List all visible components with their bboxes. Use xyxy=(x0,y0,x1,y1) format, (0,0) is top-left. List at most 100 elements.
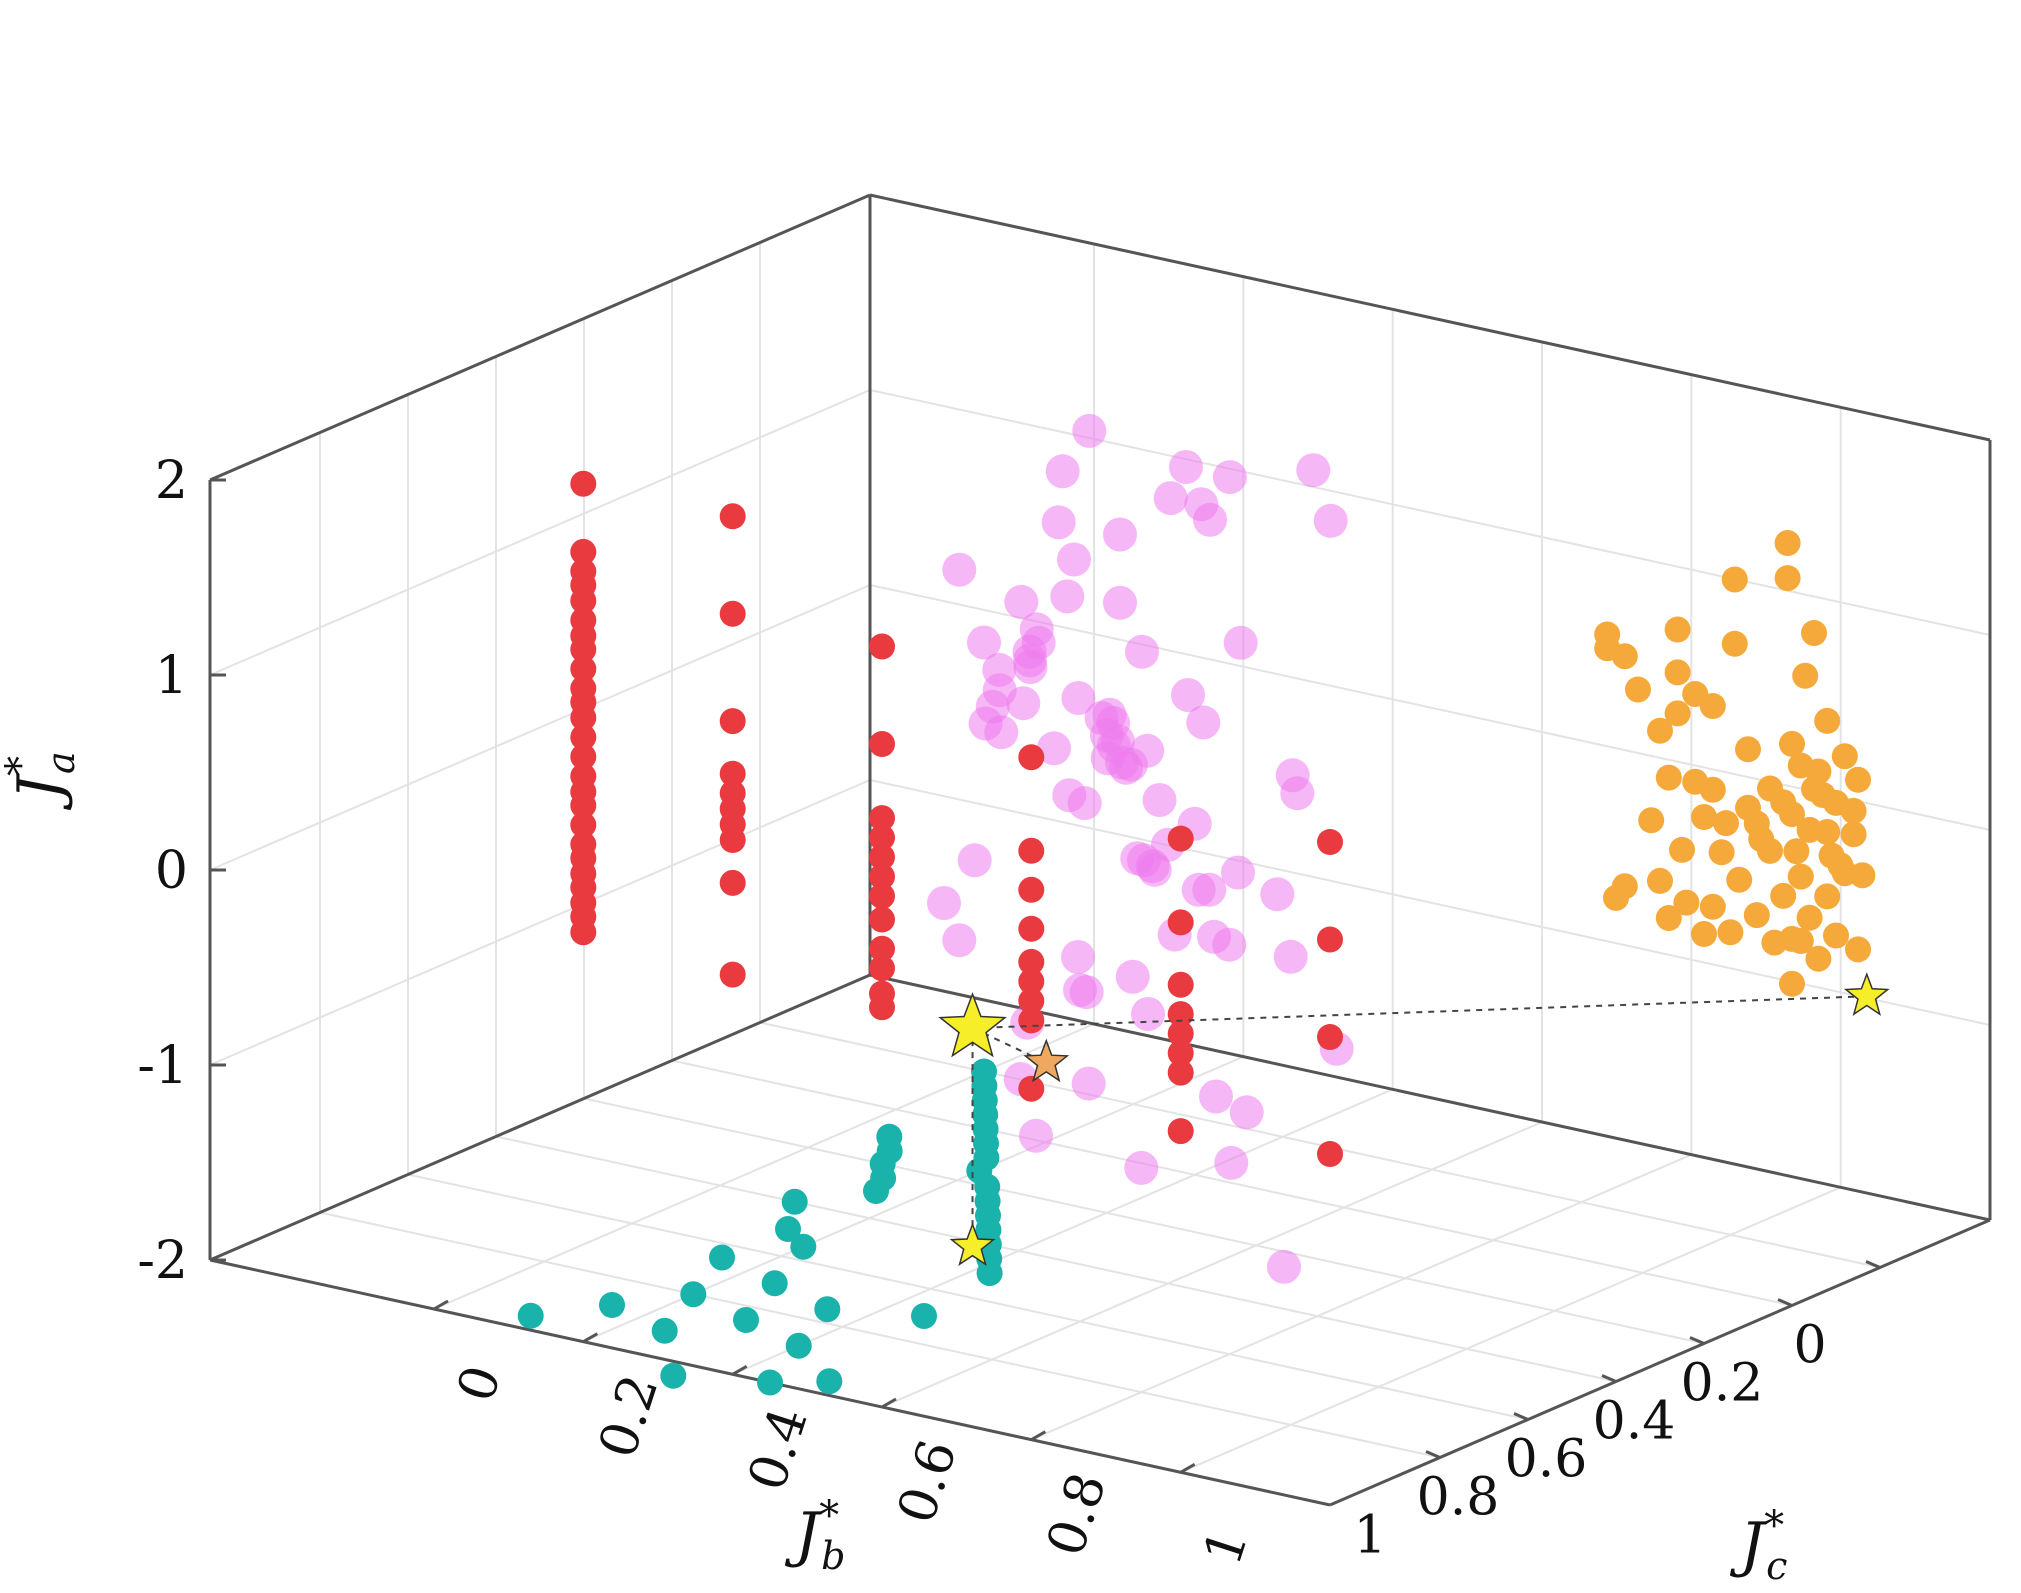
orange-point xyxy=(1743,902,1770,929)
z-tick-label: 2 xyxy=(155,451,188,511)
teal-point xyxy=(680,1281,707,1308)
z-tick-label: 1 xyxy=(155,646,188,706)
teal-point xyxy=(651,1317,678,1344)
grid-line-y xyxy=(881,1121,1543,1408)
teal-point xyxy=(816,1368,843,1395)
red-point xyxy=(719,760,746,787)
red-point xyxy=(570,792,597,819)
magenta-point xyxy=(1045,454,1080,489)
red-point xyxy=(570,811,597,838)
magenta-point xyxy=(1115,959,1150,994)
orange-point xyxy=(1664,659,1691,686)
magenta-point xyxy=(1131,997,1165,1031)
teal-point xyxy=(733,1307,759,1333)
red-point xyxy=(1018,1007,1045,1034)
magenta-point xyxy=(1199,1079,1233,1114)
magenta-point xyxy=(1063,973,1097,1007)
orange-point xyxy=(1735,794,1761,821)
magenta-point xyxy=(1212,927,1247,962)
orange-point xyxy=(1761,929,1788,956)
orange-point xyxy=(1792,662,1819,689)
orange-point xyxy=(1840,821,1867,848)
x-tick-mark xyxy=(1425,1450,1441,1459)
red-point xyxy=(570,636,597,663)
red-point xyxy=(869,883,895,910)
z-axis-label: J*a xyxy=(0,751,83,811)
red-point xyxy=(719,600,746,627)
axes-box-edge xyxy=(209,973,871,1262)
y-tick-mark xyxy=(433,1299,449,1311)
magenta-point xyxy=(1127,843,1161,878)
orange-point xyxy=(1647,867,1673,894)
y-tick-label: 0.8 xyxy=(1036,1466,1119,1563)
orange-point xyxy=(1779,730,1805,757)
teal-point xyxy=(757,1369,783,1396)
magenta-point xyxy=(1013,650,1048,684)
x-tick-label: 0.4 xyxy=(1593,1392,1676,1452)
y-tick-mark xyxy=(582,1332,599,1343)
y-tick-label: 0.2 xyxy=(588,1368,671,1465)
red-point xyxy=(1018,968,1045,995)
magenta-point xyxy=(1214,1145,1249,1180)
magenta-point xyxy=(1125,634,1159,669)
x-tick-mark xyxy=(1601,1374,1617,1383)
star-marker xyxy=(1843,972,1890,1016)
magenta-point xyxy=(1221,855,1255,890)
orange-point xyxy=(1845,766,1871,793)
teal-point xyxy=(814,1296,841,1323)
y-tick-mark xyxy=(881,1397,897,1409)
orange-point xyxy=(1748,826,1775,853)
x-tick-label: 1 xyxy=(1353,1506,1386,1566)
orange-point xyxy=(1779,970,1805,997)
orange-point xyxy=(1611,643,1638,670)
red-point xyxy=(1167,825,1194,852)
magenta-point xyxy=(1041,505,1076,540)
red-point xyxy=(570,724,597,751)
grid-line-z xyxy=(209,389,871,676)
red-point xyxy=(570,919,597,946)
orange-point xyxy=(1787,863,1814,890)
x-tick-label: 0 xyxy=(1793,1316,1826,1376)
orange-point xyxy=(1664,700,1691,727)
magenta-point xyxy=(942,923,977,958)
y-tick-label: 1 xyxy=(1193,1522,1260,1572)
orange-point xyxy=(1840,797,1867,824)
magenta-point xyxy=(1313,503,1348,538)
magenta-point xyxy=(1273,939,1308,974)
magenta-point xyxy=(1061,681,1096,715)
red-point xyxy=(1018,948,1045,975)
magenta-point xyxy=(1142,783,1177,817)
teal-point xyxy=(775,1216,801,1242)
orange-point xyxy=(1655,764,1682,791)
data-series xyxy=(517,413,1876,1396)
orange-point xyxy=(1691,921,1717,947)
magenta-point xyxy=(1169,450,1203,484)
y-axis-label: J* c xyxy=(1729,1503,1787,1588)
teal-point xyxy=(599,1292,625,1318)
axes-box-edge xyxy=(1329,1218,1991,1507)
z-tick-label: 0 xyxy=(155,841,188,901)
red-point xyxy=(1167,1020,1194,1047)
red-point xyxy=(719,708,746,735)
red-point xyxy=(1167,1118,1194,1145)
magenta-point xyxy=(1067,786,1102,821)
axes-box xyxy=(208,193,1992,1507)
red-point xyxy=(1167,1001,1194,1028)
orange-point xyxy=(1849,862,1876,889)
orange-point xyxy=(1831,743,1858,770)
magenta-point xyxy=(1019,1118,1053,1153)
orange-point xyxy=(1735,736,1761,763)
orange-point xyxy=(1787,928,1814,954)
orange-point xyxy=(1673,889,1700,916)
red-point xyxy=(719,503,746,530)
axes-box-edge xyxy=(869,193,1991,442)
orange-point xyxy=(1774,565,1801,592)
red-point xyxy=(1018,915,1045,942)
magenta-point xyxy=(1103,585,1137,620)
orange-point xyxy=(1721,630,1748,657)
red-point xyxy=(869,863,895,890)
orange-point xyxy=(1713,810,1739,837)
magenta-point xyxy=(1193,502,1227,537)
series-red xyxy=(570,470,1343,1167)
